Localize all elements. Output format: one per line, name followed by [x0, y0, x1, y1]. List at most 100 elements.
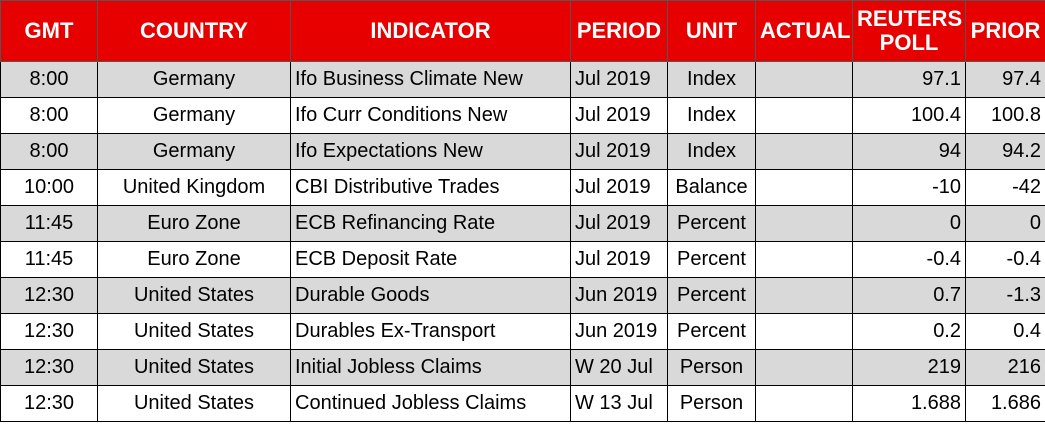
table-cell: 12:30 [0, 277, 98, 314]
table-cell: Percent [667, 205, 756, 242]
table-cell: 94.2 [965, 133, 1045, 170]
table-cell: Euro Zone [97, 205, 291, 242]
table-cell: Jul 2019 [570, 169, 668, 206]
table-cell: Person [667, 385, 756, 422]
actual-cell [755, 313, 853, 350]
table-cell: Jul 2019 [570, 97, 668, 134]
table-cell: United States [97, 349, 291, 386]
table-cell: 8:00 [0, 97, 98, 134]
header-row: GMT COUNTRY INDICATOR PERIOD UNIT ACTUAL REUTE… [0, 0, 1045, 62]
table-cell: Percent [667, 277, 756, 314]
header-cell: GMT [0, 0, 98, 62]
actual-cell [755, 61, 853, 98]
table-cell: ECB Deposit Rate [290, 241, 571, 278]
table-cell: 11:45 [0, 205, 98, 242]
table-row: 8:00 Germany Ifo Business Climate New Jul 2… [0, 61, 1045, 98]
actual-cell [755, 169, 853, 206]
table-cell: 12:30 [0, 313, 98, 350]
table-cell: 1.688 [852, 385, 966, 422]
table-cell: Jul 2019 [570, 241, 668, 278]
table-cell: Jun 2019 [570, 313, 668, 350]
table-cell: -10 [852, 169, 966, 206]
table-cell: CBI Distributive Trades [290, 169, 571, 206]
table-cell: United States [97, 313, 291, 350]
table-cell: Jul 2019 [570, 205, 668, 242]
table-row: 12:30 United States Durables Ex-Transport J… [0, 313, 1045, 350]
table-cell: Germany [97, 97, 291, 134]
table-cell: -0.4 [965, 241, 1045, 278]
table-cell: -0.4 [852, 241, 966, 278]
table-row: 8:00 Germany Ifo Curr Conditions New Jul 20… [0, 97, 1045, 134]
table-cell: 216 [965, 349, 1045, 386]
actual-cell [755, 385, 853, 422]
actual-cell [755, 133, 853, 170]
table-row: 10:00 United Kingdom CBI Distributive Trad… [0, 169, 1045, 206]
table-cell: -42 [965, 169, 1045, 206]
table-cell: Index [667, 133, 756, 170]
actual-cell [755, 349, 853, 386]
table-cell: Germany [97, 61, 291, 98]
table-cell: Continued Jobless Claims [290, 385, 571, 422]
table-cell: Jul 2019 [570, 61, 668, 98]
table-header: GMT COUNTRY INDICATOR PERIOD UNIT ACTUAL REUTE… [0, 0, 1045, 62]
table-cell: Balance [667, 169, 756, 206]
table-cell: 0.7 [852, 277, 966, 314]
table-cell: Jul 2019 [570, 133, 668, 170]
table-cell: United States [97, 277, 291, 314]
header-cell: INDICATOR [290, 0, 571, 62]
table-row: 12:30 United States Continued Jobless Clai… [0, 385, 1045, 422]
table-cell: 8:00 [0, 61, 98, 98]
table-cell: Jun 2019 [570, 277, 668, 314]
header-cell: REUTERS POLL [852, 0, 966, 62]
table-cell: 11:45 [0, 241, 98, 278]
table-row: 12:30 United States Durable Goods Jun 2019 P… [0, 277, 1045, 314]
table-cell: United States [97, 385, 291, 422]
table-cell: Percent [667, 241, 756, 278]
table-cell: Index [667, 97, 756, 134]
table-cell: Percent [667, 313, 756, 350]
table-cell: Ifo Curr Conditions New [290, 97, 571, 134]
table-cell: W 20 Jul [570, 349, 668, 386]
table-cell: United Kingdom [97, 169, 291, 206]
header-cell: UNIT [667, 0, 756, 62]
header-cell: PERIOD [570, 0, 668, 62]
actual-cell [755, 205, 853, 242]
table-cell: W 13 Jul [570, 385, 668, 422]
table-row: 12:30 United States Initial Jobless Claims… [0, 349, 1045, 386]
table-cell: 12:30 [0, 349, 98, 386]
table-cell: 0.4 [965, 313, 1045, 350]
table-cell: 0 [852, 205, 966, 242]
actual-cell [755, 97, 853, 134]
table-cell: -1.3 [965, 277, 1045, 314]
table-cell: 219 [852, 349, 966, 386]
table-body: 8:00 Germany Ifo Business Climate New Jul 2… [0, 61, 1045, 422]
table-cell: 100.4 [852, 97, 966, 134]
table-cell: Person [667, 349, 756, 386]
calendar-table: GMT COUNTRY INDICATOR PERIOD UNIT ACTUAL REUTE… [0, 0, 1045, 422]
table-cell: 94 [852, 133, 966, 170]
table-cell: 0 [965, 205, 1045, 242]
table-cell: Ifo Expectations New [290, 133, 571, 170]
header-cell: COUNTRY [97, 0, 291, 62]
table-cell: 8:00 [0, 133, 98, 170]
table-cell: Germany [97, 133, 291, 170]
table-cell: 10:00 [0, 169, 98, 206]
table-row: 8:00 Germany Ifo Expectations New Jul 2019 I… [0, 133, 1045, 170]
table-cell: Euro Zone [97, 241, 291, 278]
header-cell: PRIOR [965, 0, 1045, 62]
table-cell: 0.2 [852, 313, 966, 350]
actual-cell [755, 277, 853, 314]
table-cell: 97.1 [852, 61, 966, 98]
table-row: 11:45 Euro Zone ECB Deposit Rate Jul 2019 Pe… [0, 241, 1045, 278]
table-cell: ECB Refinancing Rate [290, 205, 571, 242]
table-cell: 97.4 [965, 61, 1045, 98]
table-cell: 100.8 [965, 97, 1045, 134]
table-cell: Initial Jobless Claims [290, 349, 571, 386]
table-cell: 1.686 [965, 385, 1045, 422]
table-cell: Durables Ex-Transport [290, 313, 571, 350]
table-cell: Index [667, 61, 756, 98]
actual-cell [755, 241, 853, 278]
table-cell: Ifo Business Climate New [290, 61, 571, 98]
table-cell: 12:30 [0, 385, 98, 422]
